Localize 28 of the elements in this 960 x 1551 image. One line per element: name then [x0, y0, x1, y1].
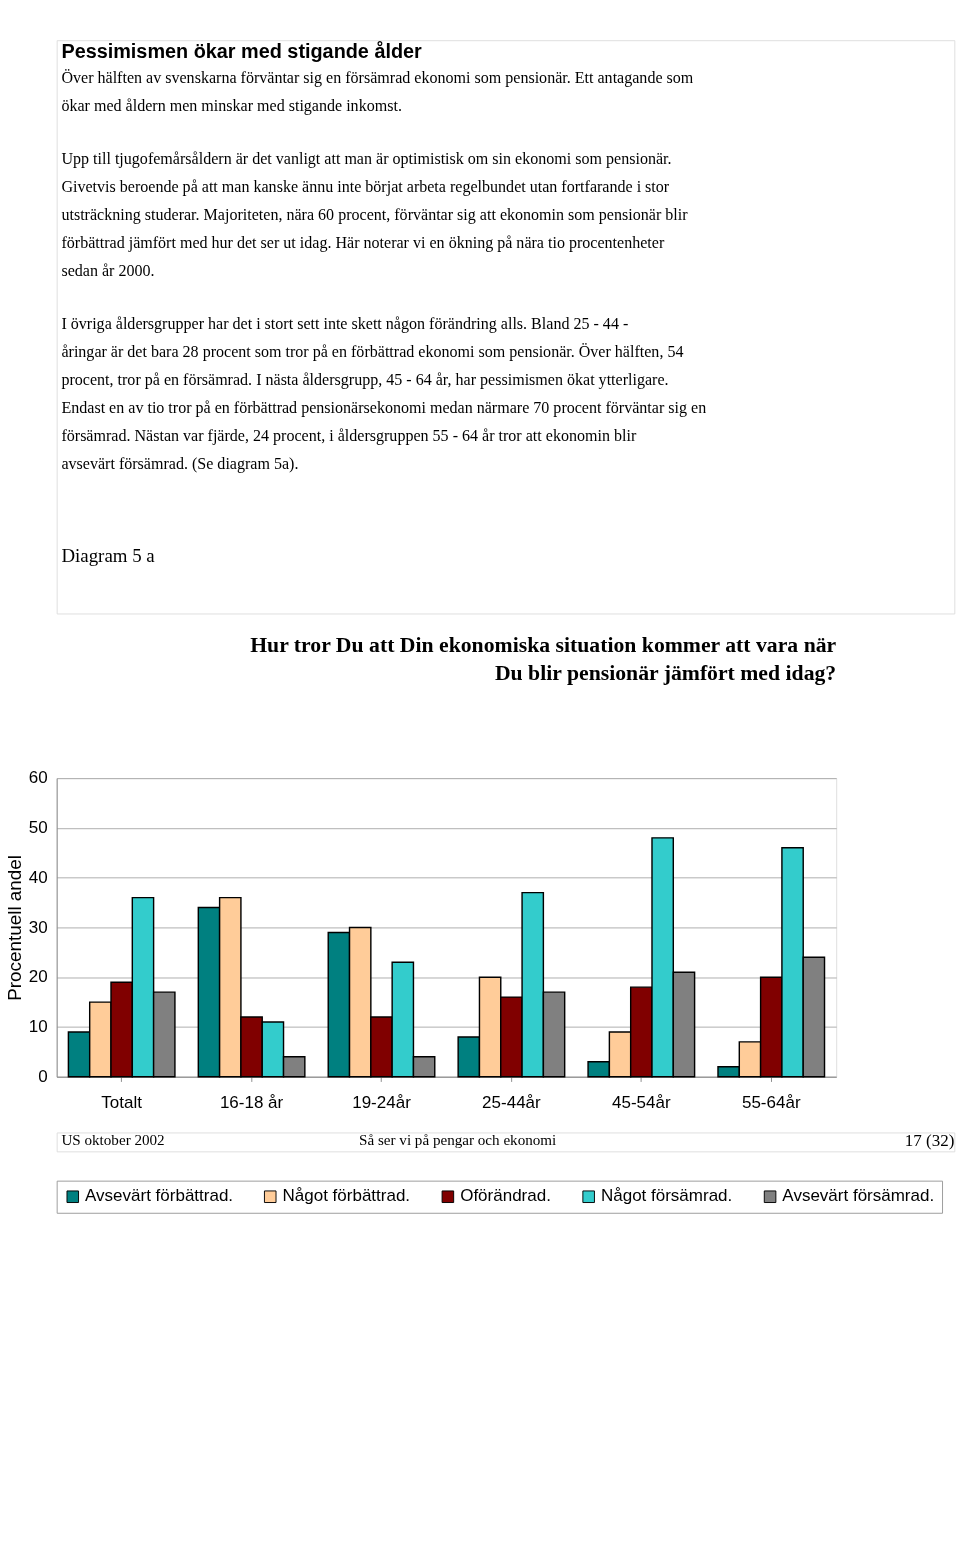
legend-label: Oförändrad. [460, 1186, 551, 1206]
text: 17 (32) [904, 1130, 955, 1150]
text: Upp till tjugofemårsåldern är det vanligt att man är optimistisk om sin ekonomi som pensionär. Givetvis beroende på att man kanske ännu inte börjat arbeta regelbundet utan fortfarande i stor utsträckning studerar. Majoriteten, nära 60 procent, förväntar sig att ekonomin som pensionär blir förbättrad jämfört med hur det ser ut idag. Här noterar vi en ökning på nära tio procentenheter sedan år 2000. [61, 149, 689, 279]
y-tick-label: 40 [28, 867, 48, 887]
x-tick-label: 19-24år [352, 1093, 412, 1113]
text: Över hälften av svenskarna förväntar sig en försämrad ekonomi som pensionär. Ett antagande som ökar med åldern men minskar med stigande inkomst. [61, 68, 694, 115]
x-tick-label: 16-18 år [219, 1093, 284, 1113]
text: I övriga åldersgrupper har det i stort sett inte skett någon förändring alls. Bland 25 - 44 - åringar är det bara 28 procent som tror på en förbättrad ekonomi som pensionär. Över hälften, 54 procent, tror på en försämrad. I nästa åldersgrupp, 45 - 64 år, har pessimismen ökat ytterligare. Endast en av tio tror på en förbättrad pensionärsekonomi medan närmare 70 procent förväntar sig en försämrad. Nästan var fjärde, 24 procent, i åldersgruppen 55 - 64 år tror att ekonomin blir avsevärt försämrad. (Se diagram 5a). [61, 314, 707, 474]
y-tick-label: 10 [28, 1017, 48, 1037]
y-tick-label: 60 [28, 768, 48, 788]
y-axis-title: Procentuell andel [4, 854, 26, 1001]
text: Diagram 5 a [61, 545, 156, 567]
y-tick-label: 50 [28, 818, 48, 838]
text: Så ser vi på pengar och ekonomi [359, 1131, 557, 1148]
chart-title: Hur tror Du att Din ekonomiska situation kommer att vara när Du blir pensionär jämfört med idag? [250, 632, 837, 685]
x-tick-label: 45-54år [612, 1093, 671, 1113]
legend-label: Avsevärt försämrad. [782, 1186, 935, 1206]
x-tick-label: 55-64år [741, 1093, 801, 1113]
y-tick-label: 0 [38, 1066, 48, 1086]
legend-label: Avsevärt förbättrad. [85, 1186, 234, 1206]
x-tick-label: 25-44år [482, 1093, 542, 1113]
legend-label: Något förbättrad. [282, 1186, 411, 1206]
text: Pessimismen ökar med stigande ålder [61, 40, 423, 63]
y-tick-label: 30 [28, 917, 48, 937]
y-tick-label: 20 [28, 967, 48, 987]
legend-label: Något försämrad. [600, 1186, 733, 1206]
x-tick-label: Totalt [101, 1093, 143, 1113]
text: US oktober 2002 [61, 1131, 165, 1148]
